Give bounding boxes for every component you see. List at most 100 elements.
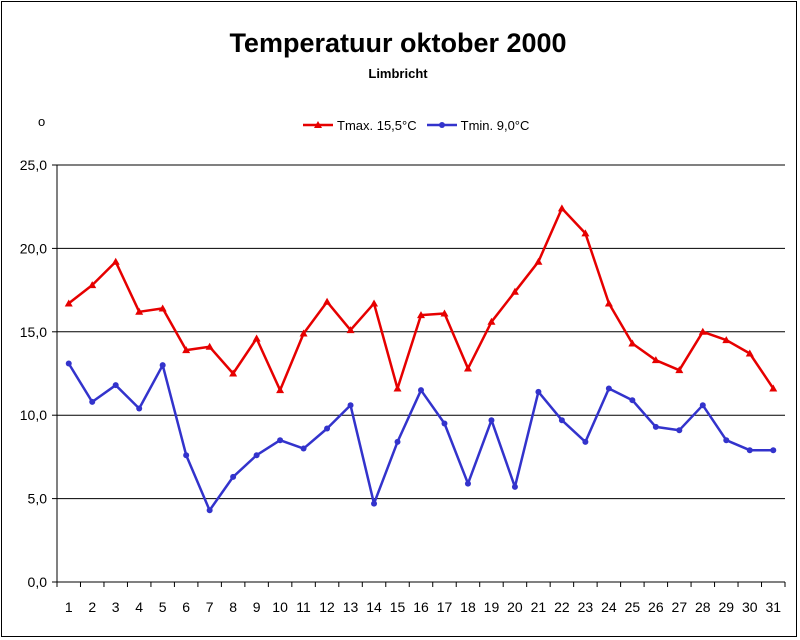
data-point-tmax <box>299 329 308 337</box>
data-point-tmin <box>418 387 424 394</box>
x-tick-label: 15 <box>390 599 406 615</box>
x-tick-label: 20 <box>507 599 523 615</box>
data-point-tmax <box>651 356 660 364</box>
data-point-tmax <box>769 384 778 392</box>
data-point-tmax <box>487 317 496 325</box>
data-point-tmin <box>652 423 659 430</box>
data-point-tmin <box>394 438 401 445</box>
y-tick-label: 5,0 <box>28 491 48 507</box>
data-point-tmax <box>393 384 402 392</box>
x-tick-label: 11 <box>296 599 311 615</box>
x-tick-label: 26 <box>648 599 664 615</box>
data-point-tmin <box>558 417 565 424</box>
x-tick-label: 18 <box>460 599 476 615</box>
data-point-tmin <box>746 447 753 454</box>
chart-subtitle: Limbricht <box>368 66 428 81</box>
legend-item-tmin: Tmin. 9,0°C <box>426 117 530 133</box>
x-tick-label: 2 <box>88 599 96 615</box>
x-tick-label: 27 <box>672 599 688 615</box>
legend-label-tmax: Tmax. 15,5°C <box>337 117 417 133</box>
data-point-tmax <box>463 364 472 372</box>
legend-swatch-tmin <box>426 122 457 128</box>
x-tick-label: 28 <box>695 599 711 615</box>
data-point-tmax <box>417 311 425 319</box>
data-point-tmax <box>252 334 261 342</box>
x-tick-label: 22 <box>554 599 570 615</box>
data-point-tmin <box>723 437 730 444</box>
y-tick-label: 25,0 <box>20 157 47 173</box>
x-tick-label: 9 <box>253 599 261 615</box>
data-point-tmax <box>581 229 590 237</box>
data-point-tmax <box>722 336 731 344</box>
data-point-tmin <box>230 473 237 480</box>
data-point-tmax <box>346 326 355 334</box>
data-point-tmin <box>112 382 119 389</box>
x-tick-label: 16 <box>413 599 429 615</box>
data-point-tmax <box>276 386 285 394</box>
legend-label-tmin: Tmin. 9,0°C <box>460 117 530 133</box>
x-tick-label: 3 <box>112 599 120 615</box>
x-tick-label: 12 <box>319 599 335 615</box>
y-tick-label: 10,0 <box>20 407 47 423</box>
data-point-tmin <box>300 445 307 452</box>
data-point-tmin <box>676 427 683 434</box>
data-point-tmin <box>441 420 448 427</box>
x-tick-label: 4 <box>135 599 143 615</box>
x-tick-label: 6 <box>182 599 190 615</box>
data-point-tmax <box>370 299 379 307</box>
data-point-tmin <box>277 437 284 444</box>
data-point-tmin <box>253 452 260 459</box>
legend-swatch-tmax <box>303 121 333 128</box>
x-tick-label: 14 <box>366 599 382 615</box>
chart-title: Temperatuur oktober 2000 <box>229 28 567 58</box>
data-point-tmin <box>159 362 166 369</box>
data-point-tmax <box>64 299 73 307</box>
x-tick-label: 1 <box>65 599 73 615</box>
data-point-tmin <box>605 385 612 392</box>
data-point-tmin <box>206 507 213 514</box>
data-point-tmin <box>371 500 378 507</box>
data-point-tmin <box>629 397 636 404</box>
data-point-tmin <box>324 425 331 432</box>
data-point-tmin <box>89 398 96 405</box>
data-point-tmax <box>323 297 332 305</box>
data-point-tmin <box>136 405 143 412</box>
data-point-tmin <box>347 402 354 409</box>
data-point-tmax <box>604 299 613 307</box>
data-point-tmax <box>205 342 214 350</box>
data-point-tmax <box>135 307 144 315</box>
data-point-tmin <box>65 360 72 367</box>
x-tick-label: 10 <box>272 599 288 615</box>
x-tick-label: 23 <box>578 599 594 615</box>
data-point-tmax <box>534 257 543 265</box>
data-point-tmax <box>675 366 684 374</box>
data-point-tmin <box>488 417 495 424</box>
data-point-tmax <box>158 304 167 312</box>
y-tick-label: 15,0 <box>20 324 47 340</box>
x-tick-label: 25 <box>625 599 641 615</box>
x-tick-label: 17 <box>437 599 453 615</box>
series-line-tmax <box>67 207 775 392</box>
y-tick-label: 0,0 <box>28 574 48 590</box>
x-tick-label: 24 <box>601 599 617 615</box>
data-point-tmin <box>770 447 777 454</box>
data-point-tmin <box>582 438 589 445</box>
data-point-tmax <box>745 349 754 357</box>
marker-note: o <box>38 114 46 129</box>
data-point-tmin <box>511 483 518 490</box>
data-point-tmax <box>557 204 566 212</box>
x-tick-label: 30 <box>742 599 758 615</box>
data-point-tmin <box>464 480 471 487</box>
data-point-tmin <box>183 452 190 459</box>
series-line-tmin <box>67 362 774 512</box>
data-point-tmax <box>229 369 238 377</box>
data-point-tmax <box>111 257 120 265</box>
data-point-tmax <box>698 327 707 335</box>
y-tick-label: 20,0 <box>20 240 47 256</box>
x-tick-label: 5 <box>159 599 167 615</box>
data-point-tmin <box>699 402 706 409</box>
x-tick-label: 29 <box>719 599 735 615</box>
data-point-tmax <box>628 339 637 347</box>
